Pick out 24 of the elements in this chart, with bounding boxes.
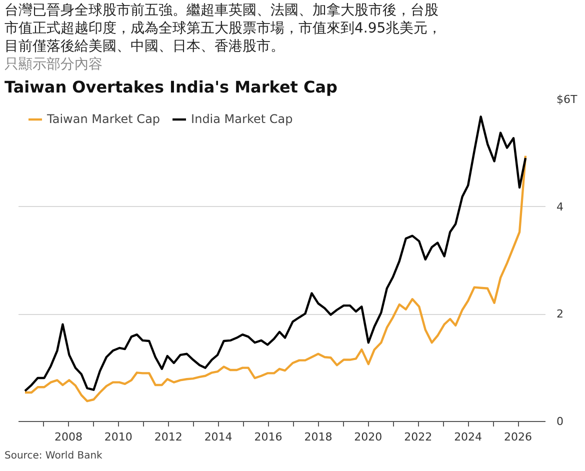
- line-series: [24, 116, 527, 392]
- line-series: [24, 154, 527, 402]
- x-tick-label: 2022: [404, 430, 432, 444]
- x-tick-label: 2026: [504, 430, 532, 444]
- text: 市值正式超越印度，成為全球第五大股票市場，市值來到4.95兆美元，: [4, 20, 442, 36]
- x-tick-label: 2016: [254, 430, 282, 444]
- x-tick-label: 2020: [354, 430, 382, 444]
- x-tick-label: 2010: [104, 430, 132, 444]
- x-tick-label: 2014: [204, 430, 232, 444]
- x-tick-label: 2024: [454, 430, 482, 444]
- y-tick-label: 0: [556, 415, 564, 428]
- legend-label: India Market Cap: [191, 112, 293, 126]
- y-tick-label: 2: [556, 308, 564, 321]
- chart-title: Taiwan Overtakes India's Market Cap: [4, 78, 338, 96]
- source-note: Source: World Bank: [4, 450, 103, 462]
- text: 台灣已晉身全球股市前五強。繼超車英國、法國、加拿大股市後，台股: [4, 2, 438, 18]
- x-tick-label: 2018: [304, 430, 332, 444]
- legend-label: Taiwan Market Cap: [47, 112, 160, 126]
- y-tick-label: $6T: [556, 93, 578, 106]
- x-tick-label: 2008: [54, 430, 82, 444]
- y-tick-label: 4: [556, 200, 564, 214]
- x-tick-label: 2012: [154, 430, 182, 444]
- text: 只顯示部分內容: [4, 56, 102, 72]
- text: 目前僅落後給美國、中國、日本、香港股市。: [4, 38, 284, 54]
